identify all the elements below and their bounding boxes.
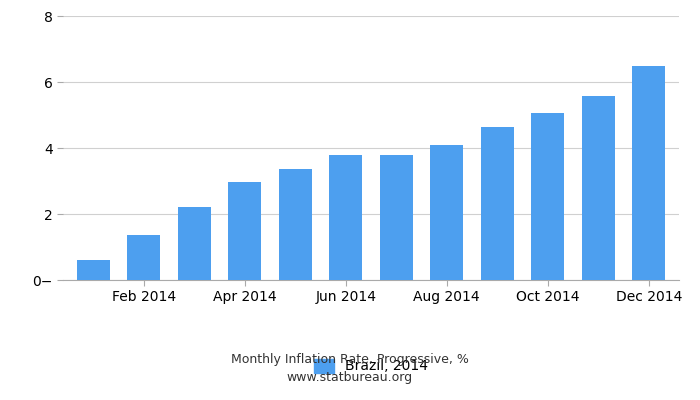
Bar — [531, 113, 564, 280]
Bar — [481, 126, 514, 280]
Bar — [77, 260, 110, 280]
Bar — [127, 236, 160, 280]
Legend: Brazil, 2014: Brazil, 2014 — [308, 353, 434, 379]
Bar — [178, 207, 211, 280]
Bar — [430, 145, 463, 280]
Bar — [228, 182, 261, 280]
Bar — [582, 96, 615, 280]
Text: www.statbureau.org: www.statbureau.org — [287, 372, 413, 384]
Text: Monthly Inflation Rate, Progressive, %: Monthly Inflation Rate, Progressive, % — [231, 354, 469, 366]
Bar — [279, 169, 312, 280]
Bar — [380, 154, 413, 280]
Bar — [329, 154, 362, 280]
Bar — [632, 66, 665, 280]
